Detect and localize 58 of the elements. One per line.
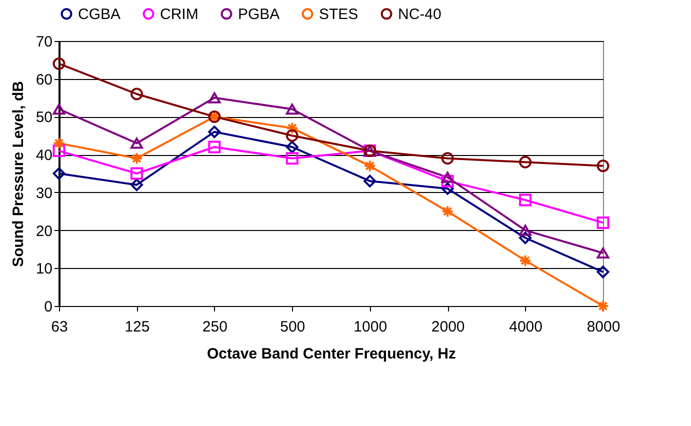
legend-label: CGBA (78, 6, 121, 23)
point (286, 122, 298, 134)
point (286, 104, 298, 115)
point (208, 126, 221, 138)
point (52, 136, 66, 150)
point (286, 140, 298, 154)
x-tick-label: 2000 (431, 318, 465, 336)
point (52, 144, 66, 158)
y-axis-title: Sound Pressure Level, dB (10, 80, 27, 267)
legend-label: CRIM (160, 6, 198, 23)
x-tick-label: 8000 (586, 318, 620, 336)
x-tick-label: 500 (280, 318, 306, 336)
point (208, 140, 221, 154)
point (286, 152, 298, 165)
point (364, 160, 376, 172)
point (208, 92, 221, 104)
y-tick-label: 0 (44, 298, 52, 316)
y-tick-label: 60 (36, 71, 52, 88)
y-tick-label: 40 (36, 147, 52, 164)
point (130, 88, 143, 100)
y-tick-label: 10 (36, 260, 52, 278)
point (52, 104, 66, 115)
x-tick-label: 1000 (354, 318, 388, 336)
y-tick-label: 70 (36, 34, 52, 50)
x-axis-title: Octave Band Center Frequency, Hz (207, 346, 456, 362)
legend-label: PGBA (238, 6, 280, 23)
x-tick-label: 125 (124, 318, 150, 336)
point (441, 172, 454, 183)
x-tick-label: 250 (202, 318, 228, 336)
x-tick-label: 4000 (509, 318, 542, 336)
point (286, 129, 298, 142)
y-tick-label: 20 (36, 222, 52, 240)
point (130, 152, 143, 165)
point (519, 224, 532, 236)
legend-label: STES (319, 6, 358, 23)
point (441, 205, 454, 218)
y-tick-label: 50 (36, 109, 52, 126)
point (596, 266, 610, 278)
point (441, 182, 454, 195)
point (596, 300, 610, 312)
point (52, 167, 66, 180)
point (441, 152, 454, 165)
point (52, 57, 66, 70)
point (130, 167, 143, 180)
x-tick-label: 63 (51, 318, 68, 336)
point (596, 160, 610, 172)
point (519, 156, 532, 168)
point (519, 194, 532, 206)
point (519, 254, 532, 267)
point (596, 216, 610, 229)
point (519, 232, 532, 244)
point (441, 174, 454, 188)
point (364, 174, 376, 188)
point (596, 247, 610, 259)
y-tick-label: 30 (36, 184, 52, 202)
point (130, 138, 143, 149)
point (130, 178, 143, 192)
legend-label: NC-40 (398, 6, 442, 23)
